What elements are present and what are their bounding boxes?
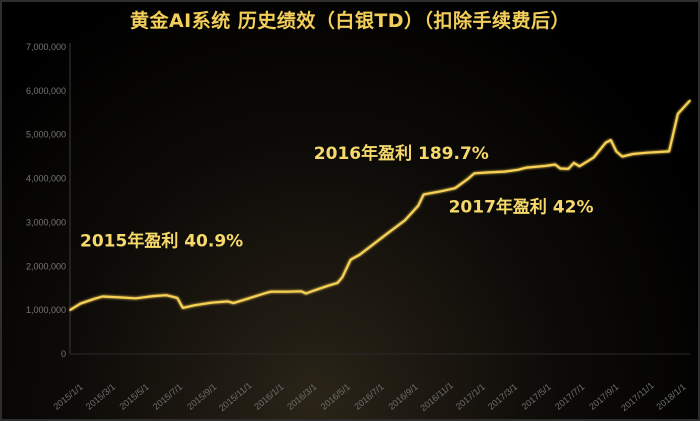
data-point (246, 297, 249, 300)
data-point (327, 284, 330, 287)
data-point (689, 99, 691, 102)
data-point (525, 166, 528, 169)
x-tick-label: 2016/1/1 (252, 382, 285, 412)
data-point (101, 295, 104, 298)
data-point (227, 300, 229, 303)
data-point (210, 301, 213, 304)
data-point (559, 167, 562, 170)
data-point (263, 292, 266, 295)
data-point (609, 139, 612, 141)
data-point (417, 204, 420, 207)
data-point (467, 177, 470, 180)
x-tick-label: 2016/3/1 (285, 382, 318, 412)
x-tick-label: 2016/5/1 (319, 382, 352, 412)
y-tick-label: 4,000,000 (26, 174, 66, 184)
data-point (567, 168, 570, 170)
data-point (181, 307, 184, 309)
data-point (573, 161, 575, 164)
x-tick-label: 2015/11/1 (217, 380, 254, 413)
chart-title: 黄金AI系统 历史绩效（白银TD）（扣除手续费后） (129, 10, 571, 32)
data-point (631, 153, 634, 155)
x-tick-label: 2016/9/1 (386, 382, 419, 412)
x-tick-label: 2015/7/1 (151, 382, 184, 412)
data-point (592, 156, 595, 159)
data-point (404, 219, 406, 222)
x-tick-label: 2015/1/1 (51, 382, 84, 412)
data-point (269, 290, 272, 293)
data-point (387, 232, 389, 234)
x-tick-label: 2017/9/1 (587, 382, 620, 412)
data-point (488, 171, 491, 174)
data-point (313, 289, 316, 292)
data-point (176, 297, 179, 299)
data-point (118, 296, 121, 299)
x-tick-label: 2016/11/1 (418, 380, 455, 413)
x-axis: 2015/1/1 2015/3/1 2015/5/1 2015/7/1 2015/9/1… (51, 353, 690, 413)
x-tick-label: 2016/7/1 (352, 382, 385, 412)
x-tick-label: 2017/3/1 (486, 382, 519, 412)
data-point (615, 150, 618, 153)
annotation-label: 2017年盈利 42% (449, 196, 594, 217)
x-tick-label: 2018/1/1 (654, 382, 687, 412)
data-point (621, 155, 624, 158)
x-tick-label: 2015/5/1 (117, 382, 150, 412)
data-point (668, 150, 670, 153)
x-tick-label: 2017/11/1 (619, 380, 656, 413)
data-point (152, 295, 155, 297)
data-point (349, 258, 352, 261)
y-tick-label: 0 (61, 349, 66, 359)
y-tick-label: 1,000,000 (26, 305, 66, 315)
y-tick-label: 2,000,000 (26, 261, 66, 271)
data-point (473, 172, 476, 175)
series-layer (69, 99, 691, 312)
x-tick-label: 2017/1/1 (454, 382, 487, 412)
y-tick-label: 6,000,000 (26, 86, 66, 96)
y-tick-label: 7,000,000 (26, 42, 66, 52)
data-point (287, 290, 289, 293)
data-point (578, 165, 581, 168)
data-point (422, 193, 425, 196)
data-point (545, 165, 547, 167)
data-point (646, 151, 648, 154)
data-point (193, 304, 196, 307)
data-point (677, 112, 679, 115)
data-point (93, 297, 96, 300)
data-point (69, 309, 71, 311)
y-tick-label: 5,000,000 (26, 130, 66, 140)
data-point (232, 302, 235, 304)
data-point (554, 163, 557, 166)
annotation-label: 2015年盈利 40.9% (80, 231, 243, 252)
y-tick-label: 3,000,000 (26, 217, 66, 227)
x-tick-label: 2015/9/1 (185, 382, 218, 412)
data-point (305, 292, 307, 295)
data-point (79, 302, 82, 305)
data-point (135, 297, 137, 300)
data-point (300, 290, 302, 293)
data-point (439, 190, 442, 193)
data-point (503, 170, 506, 173)
annotation-layer: 2015年盈利 40.9% 2016年盈利 189.7% 2017年盈利 42% (80, 143, 594, 252)
data-point (370, 245, 372, 248)
x-tick-label: 2015/3/1 (84, 382, 117, 412)
data-point (516, 168, 519, 171)
annotation-label: 2016年盈利 189.7% (314, 143, 489, 164)
series-line (69, 99, 691, 312)
x-tick-label: 2017/5/1 (520, 382, 553, 412)
data-point (165, 294, 168, 297)
data-point (454, 187, 456, 190)
data-point (336, 282, 339, 284)
data-point (604, 141, 607, 144)
x-tick-label: 2017/7/1 (553, 382, 586, 412)
data-point (358, 254, 361, 256)
data-point (341, 276, 344, 279)
y-axis: 0 1,000,000 2,000,000 3,000,000 4,000,000 5,0… (26, 42, 71, 359)
